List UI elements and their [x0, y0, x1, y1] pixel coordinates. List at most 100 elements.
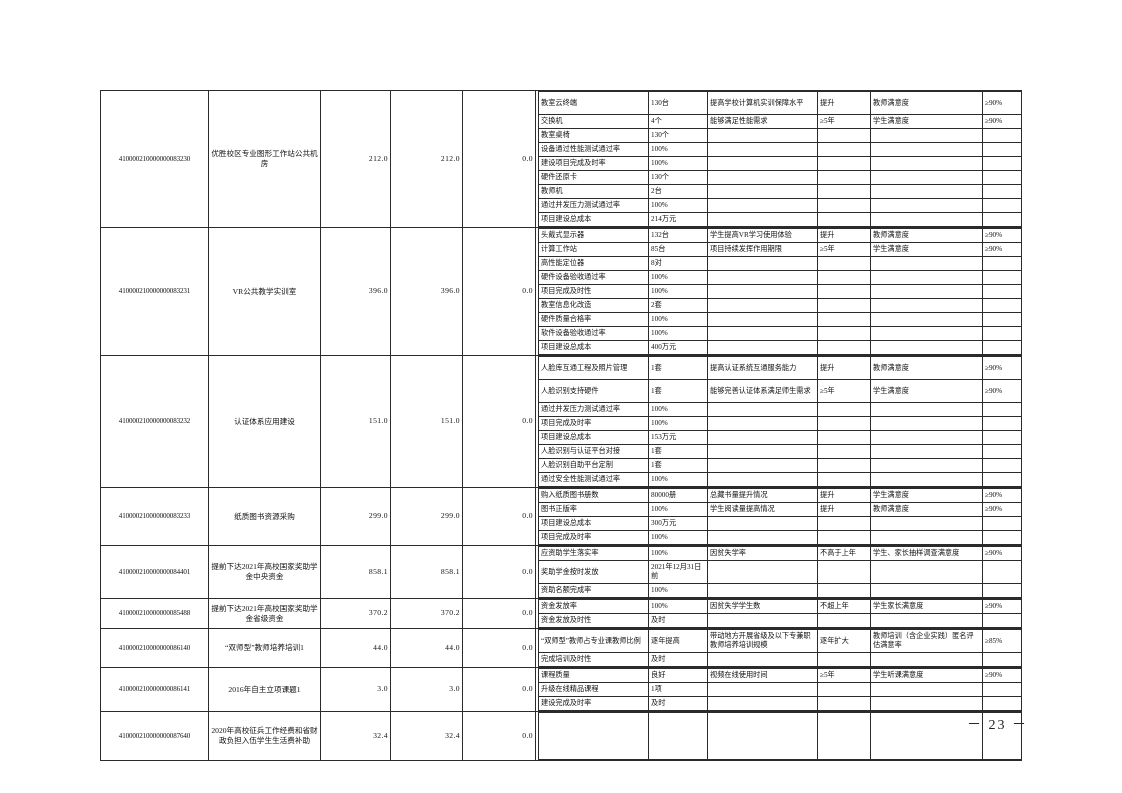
- benefit-indicator-name: [707, 696, 818, 711]
- benefit-indicator-name: [707, 430, 818, 445]
- indicator-row: 教师机 2台: [538, 184, 1021, 199]
- benefit-indicator-name: [707, 326, 818, 341]
- performance-table-body: 410000210000000083230 优胜校区专业图形工作站公共机房 212.…: [100, 90, 1022, 761]
- indicator-name: 人脸库互通工程及照片管理: [538, 356, 649, 380]
- table-row: 410000210000000083232 认证体系应用建设 151.0 151.0 0…: [100, 355, 1022, 488]
- indicator-name: 教师机: [538, 184, 649, 199]
- satisfaction-indicator-name: 学生听课满意度: [870, 668, 983, 683]
- project-name: 优胜校区专业图形工作站公共机房: [208, 90, 321, 228]
- benefit-indicator-name: 能够完善认证体系满足师生需求: [707, 379, 818, 403]
- project-name: 提前下达2021年高校国家奖助学金省级资金: [208, 598, 321, 629]
- satisfaction-indicator-name: [870, 530, 983, 545]
- indicator-name: “双师型”教师占专业课教师比例: [538, 629, 649, 653]
- table-row: 410000210000000083230 优胜校区专业图形工作站公共机房 212.…: [100, 90, 1022, 228]
- satisfaction-indicator-value: [982, 472, 1021, 487]
- indicator-row: 教室桌椅 130个: [538, 128, 1021, 143]
- satisfaction-indicator-name: [870, 682, 983, 697]
- indicator-value: 及时: [648, 696, 708, 711]
- benefit-indicator-value: [817, 516, 871, 531]
- satisfaction-indicator-name: 教师满意度: [870, 356, 983, 380]
- benefit-indicator-name: [707, 472, 818, 487]
- benefit-indicator-name: 学生提高VR学习使用体验: [707, 228, 818, 243]
- benefit-indicator-value: [817, 696, 871, 711]
- project-code: 410000210000000083233: [100, 487, 209, 546]
- indicator-row: 图书正版率 100% 学生阅读量提高情况 提升 教师满意度 ≥90%: [538, 502, 1021, 517]
- benefit-indicator-value: 提升: [817, 228, 871, 243]
- indicator-row: 资金发放率 100% 因贫失学学生数 不超上年 学生家长满意度 ≥90%: [538, 599, 1021, 614]
- indicator-name: 教室信息化改造: [538, 298, 649, 313]
- project-code: 410000210000000085488: [100, 598, 209, 629]
- table-row: 410000210000000083233 纸质图书资源采购 299.0 299.0 0…: [100, 487, 1022, 546]
- indicator-row: 完成培训及时性 及时: [538, 652, 1021, 667]
- executed-amount: 0.0: [462, 628, 536, 668]
- indicator-name: 完成培训及时性: [538, 652, 649, 667]
- benefit-indicator-value: [817, 560, 871, 584]
- indicator-group: 购入纸质图书册数 80000册 总藏书量提升情况 提升 学生满意度 ≥90% 图书正版率 10…: [535, 487, 1022, 546]
- indicator-row: 建设项目完成及时率 100%: [538, 156, 1021, 171]
- project-name: 纸质图书资源采购: [208, 487, 321, 546]
- benefit-indicator-value: [817, 312, 871, 327]
- indicator-name: 通过安全性能测试通过率: [538, 472, 649, 487]
- benefit-indicator-name: 项目持续发挥作用期限: [707, 242, 818, 257]
- indicator-value: 100%: [648, 270, 708, 285]
- indicator-row: 交换机 4个 能够满足性能需求 ≥5年 学生满意度 ≥90%: [538, 114, 1021, 129]
- benefit-indicator-name: [707, 198, 818, 213]
- indicator-name: 资金发放率: [538, 599, 649, 614]
- indicator-name: 购入纸质图书册数: [538, 488, 649, 503]
- benefit-indicator-value: 提升: [817, 356, 871, 380]
- satisfaction-indicator-name: [870, 284, 983, 299]
- indicator-row: 资助名额完成率 100%: [538, 583, 1021, 598]
- indicator-name: 项目建设总成本: [538, 516, 649, 531]
- indicator-row: 购入纸质图书册数 80000册 总藏书量提升情况 提升 学生满意度 ≥90%: [538, 488, 1021, 503]
- satisfaction-indicator-name: 教师培训（含企业实践）匿名评估满意率: [870, 629, 983, 653]
- indicator-row: 项目完成及时率 100%: [538, 530, 1021, 545]
- indicator-group: “双师型”教师占专业课教师比例 逐年提高 带动地方开展省级及以下专兼职教师培养培训规…: [535, 628, 1022, 668]
- benefit-indicator-name: 总藏书量提升情况: [707, 488, 818, 503]
- satisfaction-indicator-name: [870, 312, 983, 327]
- indicator-group: 人脸库互通工程及照片管理 1套 提高认证系统互通服务能力 提升 教师满意度 ≥90% 人脸识…: [535, 355, 1022, 488]
- budget-year: 151.0: [390, 355, 463, 488]
- indicator-row: 通过并发压力测试通过率 100%: [538, 402, 1021, 417]
- satisfaction-indicator-value: ≥90%: [982, 668, 1021, 683]
- table-row: 410000210000000083231 VR公共教学实训室 396.0 396.0…: [100, 227, 1022, 356]
- satisfaction-indicator-value: ≥90%: [982, 502, 1021, 517]
- benefit-indicator-name: [707, 284, 818, 299]
- satisfaction-indicator-name: [870, 142, 983, 157]
- benefit-indicator-name: [707, 583, 818, 598]
- satisfaction-indicator-value: [982, 340, 1021, 355]
- indicator-name: 建设完成及时率: [538, 696, 649, 711]
- indicator-row: 计算工作站 85台 项目持续发挥作用期限 ≥5年 学生满意度 ≥90%: [538, 242, 1021, 257]
- indicator-row: 硬件还原卡 130个: [538, 170, 1021, 185]
- benefit-indicator-name: 因贫失学学生数: [707, 599, 818, 614]
- executed-amount: 0.0: [462, 487, 536, 546]
- benefit-indicator-value: [817, 284, 871, 299]
- benefit-indicator-value: [817, 613, 871, 628]
- indicator-value: 100%: [648, 599, 708, 614]
- satisfaction-indicator-value: [982, 128, 1021, 143]
- indicator-name: 项目完成及时率: [538, 530, 649, 545]
- benefit-indicator-value: 提升: [817, 488, 871, 503]
- satisfaction-indicator-name: [870, 326, 983, 341]
- satisfaction-indicator-name: [870, 156, 983, 171]
- satisfaction-indicator-name: [870, 712, 983, 760]
- satisfaction-indicator-name: 学生满意度: [870, 379, 983, 403]
- benefit-indicator-name: [707, 530, 818, 545]
- benefit-indicator-value: [817, 270, 871, 285]
- indicator-group: [535, 711, 1022, 761]
- satisfaction-indicator-name: [870, 444, 983, 459]
- indicator-value: 100%: [648, 326, 708, 341]
- benefit-indicator-value: [817, 416, 871, 431]
- indicator-value: 1项: [648, 682, 708, 697]
- benefit-indicator-value: 提升: [817, 502, 871, 517]
- indicator-group: 教室云终端 130台 提高学校计算机实训保障水平 提升 教师满意度 ≥90% 交换机 4个 能够…: [535, 90, 1022, 228]
- benefit-indicator-name: [707, 170, 818, 185]
- benefit-indicator-name: [707, 613, 818, 628]
- indicator-row: 人脸库互通工程及照片管理 1套 提高认证系统互通服务能力 提升 教师满意度 ≥90%: [538, 356, 1021, 380]
- indicator-value: 1套: [648, 458, 708, 473]
- benefit-indicator-name: [707, 402, 818, 417]
- benefit-indicator-name: 提高认证系统互通服务能力: [707, 356, 818, 380]
- indicator-name: 头戴式显示器: [538, 228, 649, 243]
- benefit-indicator-name: [707, 142, 818, 157]
- executed-amount: 0.0: [462, 545, 536, 599]
- satisfaction-indicator-value: [982, 142, 1021, 157]
